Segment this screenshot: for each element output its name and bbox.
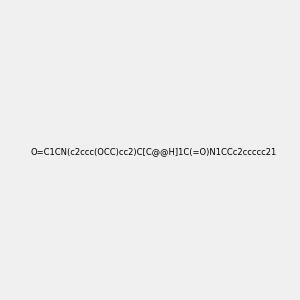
Text: O=C1CN(c2ccc(OCC)cc2)C[C@@H]1C(=O)N1CCc2ccccc21: O=C1CN(c2ccc(OCC)cc2)C[C@@H]1C(=O)N1CCc2… (31, 147, 277, 156)
